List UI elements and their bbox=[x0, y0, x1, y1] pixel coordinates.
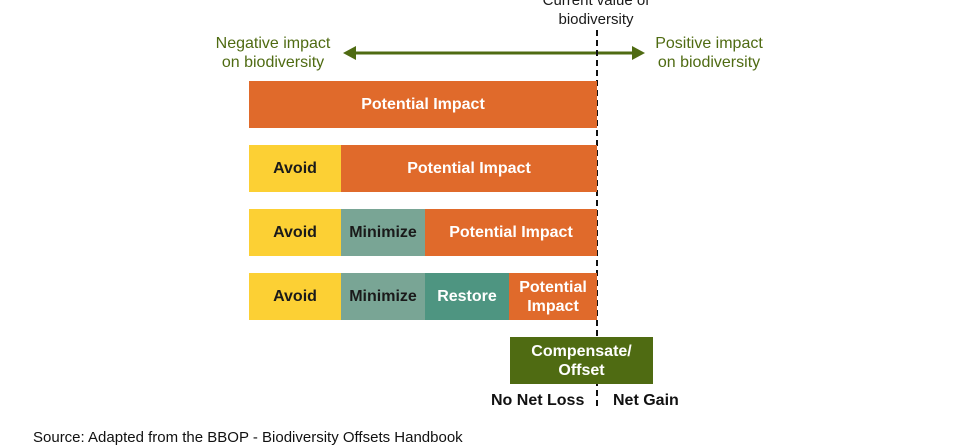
compensate-offset-line-2: Offset bbox=[558, 361, 605, 379]
negative-impact-label: Negative impact on biodiversity bbox=[200, 34, 346, 72]
current-value-label: Current value of biodiversity bbox=[520, 0, 672, 29]
row-1-potential-impact: Potential Impact bbox=[249, 81, 597, 128]
compensate-offset-box: Compensate/ Offset bbox=[510, 337, 653, 384]
row-2-potential-impact-label: Potential Impact bbox=[407, 160, 531, 177]
positive-impact-label-line-1: Positive impact bbox=[655, 35, 763, 52]
double-arrow bbox=[343, 46, 645, 60]
net-gain-label: Net Gain bbox=[613, 392, 679, 409]
row-4-potential-impact: Potential Impact bbox=[509, 273, 597, 320]
row-2-avoid-label: Avoid bbox=[273, 160, 317, 177]
row-2-potential-impact: Potential Impact bbox=[341, 145, 597, 192]
row-3-avoid: Avoid bbox=[249, 209, 341, 256]
negative-impact-label-line-2: on biodiversity bbox=[221, 54, 325, 71]
row-4-avoid: Avoid bbox=[249, 273, 341, 320]
row-2-avoid: Avoid bbox=[249, 145, 341, 192]
row-3-minimize-label: Minimize bbox=[349, 224, 417, 241]
compensate-offset-line-1: Compensate/ bbox=[531, 342, 632, 360]
current-value-label-line-2: biodiversity bbox=[558, 11, 634, 28]
row-3-potential-impact: Potential Impact bbox=[425, 209, 597, 256]
negative-impact-label-line-1: Negative impact bbox=[215, 35, 331, 52]
positive-impact-label: Positive impact on biodiversity bbox=[640, 34, 778, 72]
row-4-potential-impact-label-line-1: Potential bbox=[519, 278, 587, 296]
row-4-minimize-label: Minimize bbox=[349, 288, 417, 305]
row-4-restore-label: Restore bbox=[437, 288, 497, 305]
row-4-avoid-label: Avoid bbox=[273, 288, 317, 305]
current-value-label-line-1: Current value of bbox=[542, 0, 650, 9]
row-3-minimize: Minimize bbox=[341, 209, 425, 256]
positive-impact-label-line-2: on biodiversity bbox=[657, 54, 761, 71]
row-4-minimize: Minimize bbox=[341, 273, 425, 320]
row-4-restore: Restore bbox=[425, 273, 509, 320]
row-4-potential-impact-label-line-2: Impact bbox=[527, 297, 579, 315]
no-net-loss-label: No Net Loss bbox=[491, 392, 585, 409]
row-3-potential-impact-label: Potential Impact bbox=[449, 224, 573, 241]
row-1-potential-impact-label: Potential Impact bbox=[361, 96, 485, 113]
row-3-avoid-label: Avoid bbox=[273, 224, 317, 241]
